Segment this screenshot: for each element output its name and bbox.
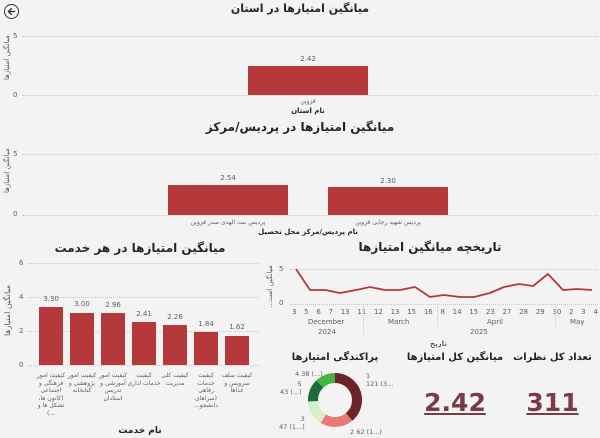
bar-value: 3.30 xyxy=(43,295,59,303)
history-tick-0: 0 xyxy=(279,299,284,307)
bar-service-6[interactable] xyxy=(194,332,218,365)
history-x-ticks: 3 5 6 7 13 11 12 13 15 16 8 14 15 23 27 28 29 30 2 3 4 xyxy=(292,308,598,316)
gridline xyxy=(28,365,260,366)
bar-value: 2.96 xyxy=(105,301,121,309)
back-button[interactable] xyxy=(4,4,19,19)
donut-label-3: 3 47 (1...) xyxy=(279,415,305,431)
donut-label-4: 4 38 (...) xyxy=(295,370,323,378)
service-chart-xlabel: نام خدمت xyxy=(118,426,162,436)
month-may: May xyxy=(570,318,585,326)
service-tick-2: 2 xyxy=(19,327,24,335)
service-tick-4: 4 xyxy=(19,293,24,301)
total-reviews-label: تعداد کل نظرات xyxy=(513,352,592,363)
distribution-chart-title: پراکندگی امتیازها xyxy=(291,352,379,363)
gridline xyxy=(290,269,598,270)
bar-value: 1.84 xyxy=(198,320,214,328)
bar-value: 2.30 xyxy=(380,177,396,185)
donut-label-2: 2 62 (1...) xyxy=(350,428,382,436)
bar-qazvin[interactable] xyxy=(248,66,368,95)
bar-category-label: کیفیت کلی مدیریت xyxy=(161,372,189,387)
history-chart-xlabel: تاریخ xyxy=(430,340,447,348)
month-december: December xyxy=(308,318,345,326)
arrow-left-icon xyxy=(7,7,16,16)
bar-category-label: کیفیت خدمات اداری xyxy=(127,372,161,387)
service-tick-6: 6 xyxy=(19,259,24,267)
bar-category-label: کیفیت خدمات رفاهی (سراهای دانشجو... xyxy=(193,372,219,409)
distribution-donut[interactable] xyxy=(305,370,365,430)
province-tick-0: 0 xyxy=(13,91,18,99)
bar-service-4[interactable] xyxy=(132,322,156,365)
bar-service-1[interactable] xyxy=(39,307,63,365)
month-divider xyxy=(437,306,438,326)
bar-campus-2[interactable] xyxy=(328,187,448,215)
campus-chart-title: میانگین امتیازها در پردیس/مرکز xyxy=(205,120,395,134)
gridline xyxy=(22,215,598,216)
year-2024: 2024 xyxy=(318,328,336,336)
gridline xyxy=(22,36,598,37)
bar-service-5[interactable] xyxy=(163,325,187,365)
bar-category-label: پردیس بنت الهدی صدر قزوین xyxy=(190,219,266,226)
bar-value: 2.26 xyxy=(167,313,183,321)
bar-category-label: قزوین xyxy=(300,98,316,105)
service-chart-title: میانگین امتیازها در هر خدمت xyxy=(54,241,226,255)
gridline xyxy=(22,95,598,96)
gridline xyxy=(28,297,260,298)
bar-category-label: پردیس شهید رجایی قزوین xyxy=(355,219,421,226)
bar-campus-1[interactable] xyxy=(168,185,288,215)
service-tick-0: 0 xyxy=(19,361,24,369)
campus-tick-5: 5 xyxy=(13,150,18,158)
bar-category-label: کیفیت امور پژوهشی و کتابخانه xyxy=(67,372,97,394)
month-march: March xyxy=(388,318,410,326)
bar-category-label: کیفیت امور فرهنگی و اجتماعی (کانون ها، ت… xyxy=(36,372,66,417)
bar-value: 1.62 xyxy=(229,323,245,331)
province-chart-xlabel: نام استان xyxy=(291,107,325,115)
history-chart-title: تاریخچه میانگین امتیازها xyxy=(358,240,502,254)
month-divider xyxy=(363,306,364,334)
bar-value: 3.00 xyxy=(74,300,90,308)
year-2025: 2025 xyxy=(470,328,488,336)
province-tick-5: 5 xyxy=(13,32,18,40)
campus-chart-xlabel: نام پردیس/مرکز محل تحصیل xyxy=(258,228,358,236)
avg-score-label: میانگین کل امتیازها xyxy=(406,352,504,363)
avg-score-value: 2.42 xyxy=(424,388,486,417)
province-chart-title: میانگین امتیازها در استان xyxy=(230,2,370,15)
bar-value: 2.41 xyxy=(136,310,152,318)
bar-value: 2.42 xyxy=(300,55,316,63)
gridline xyxy=(28,263,260,264)
bar-category-label: کیفیت سلف سرویس و غذاها xyxy=(221,372,253,394)
history-tick-5: 5 xyxy=(279,265,284,273)
bar-service-3[interactable] xyxy=(101,313,125,365)
donut-label-1: 1 121 (3... xyxy=(366,372,394,388)
gridline xyxy=(22,154,598,155)
bar-service-7[interactable] xyxy=(225,336,249,365)
month-april: April xyxy=(487,318,503,326)
campus-tick-0: 0 xyxy=(13,210,18,218)
bar-service-2[interactable] xyxy=(70,313,94,365)
bar-value: 2.54 xyxy=(220,174,236,182)
total-reviews-value: 311 xyxy=(526,388,579,417)
bar-category-label: کیفیت امور آموزشی و تدریس استادان xyxy=(98,372,128,402)
month-divider xyxy=(555,306,556,326)
donut-label-5: 5 43 (...) xyxy=(280,380,302,396)
gridline xyxy=(290,304,598,305)
